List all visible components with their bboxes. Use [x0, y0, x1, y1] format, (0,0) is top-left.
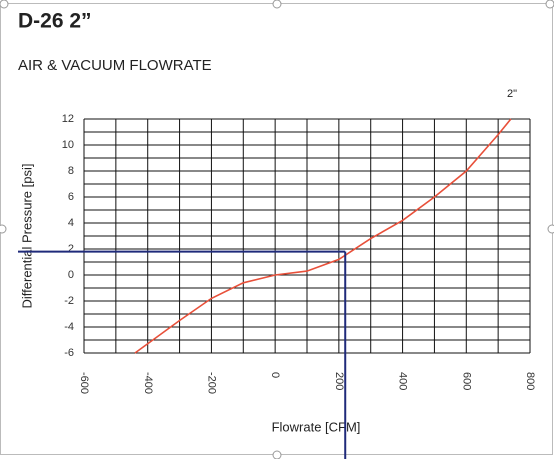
y-tick-label: 6 [68, 191, 74, 203]
chart-title: D-26 2” [18, 10, 92, 33]
x-tick-label: 0 [269, 372, 281, 378]
y-tick-label: 2 [68, 243, 74, 255]
y-tick-label: 0 [68, 269, 74, 281]
legend-label: 2" [507, 88, 517, 100]
y-tick-label: 8 [68, 165, 74, 177]
y-tick-label: 10 [62, 139, 74, 151]
x-tick-label: -400 [142, 372, 154, 394]
y-axis-label: Differential Pressure [psi] [19, 164, 34, 309]
line-series [134, 118, 512, 354]
y-tick-label: -2 [64, 295, 74, 307]
y-tick-label: -6 [64, 347, 74, 359]
x-tick-label: 400 [397, 372, 409, 390]
x-axis-label: Flowrate [CFM] [272, 419, 361, 434]
chart-subtitle: AIR & VACUUM FLOWRATE [18, 57, 212, 74]
x-tick-label: 200 [333, 372, 345, 390]
x-tick-label: 600 [460, 372, 472, 390]
x-tick-label: -200 [206, 372, 218, 394]
y-tick-label: -4 [64, 321, 74, 333]
y-tick-label: 12 [62, 113, 74, 125]
x-tick-label: -600 [78, 372, 90, 394]
x-tick-label: 800 [524, 372, 536, 390]
y-tick-label: 4 [68, 217, 74, 229]
